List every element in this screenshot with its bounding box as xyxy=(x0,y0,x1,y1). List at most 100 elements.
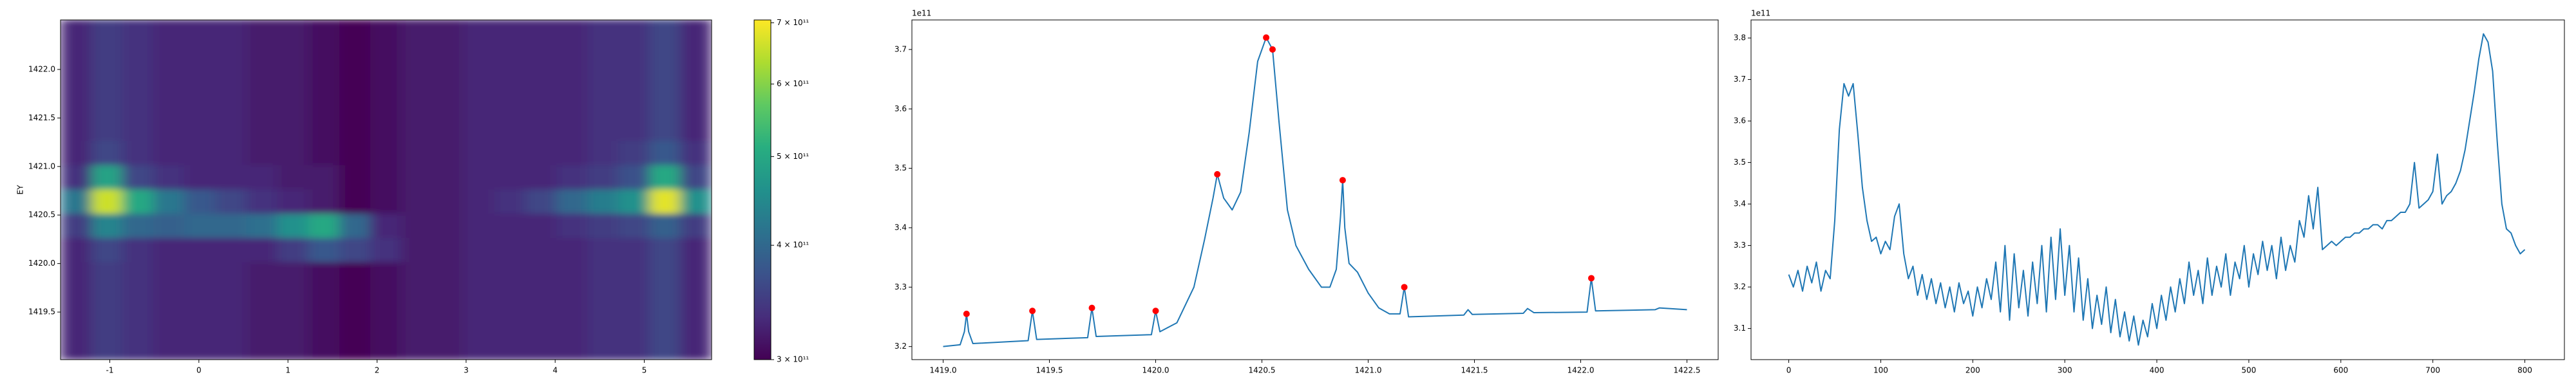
heatmap-cell xyxy=(618,141,650,166)
heatmap-cell xyxy=(432,141,464,166)
heatmap-cell xyxy=(153,68,185,93)
y-tick-label: 1422.0 xyxy=(28,64,55,73)
heatmap-cell xyxy=(61,335,92,360)
heatmap-cell xyxy=(370,335,402,360)
heatmap-cell xyxy=(463,237,495,263)
heatmap-cell xyxy=(122,286,154,312)
heatmap-cell xyxy=(556,335,588,360)
heatmap-cell xyxy=(463,335,495,360)
heatmap-cell xyxy=(525,214,557,239)
heatmap-cell xyxy=(246,20,278,45)
heatmap-cell xyxy=(525,189,557,215)
heatmap-cell xyxy=(91,237,123,263)
heatmap-cell xyxy=(432,92,464,118)
heatmap-cell xyxy=(680,189,712,215)
heatmap-cell xyxy=(370,189,402,215)
heatmap-cell xyxy=(556,68,588,93)
heatmap-cell xyxy=(587,335,620,360)
heatmap-cell xyxy=(91,286,123,312)
x-tick-label: 800 xyxy=(2517,366,2532,375)
heatmap-cell xyxy=(556,262,588,288)
heatmap-cell xyxy=(184,214,216,239)
heatmap-cell xyxy=(494,335,526,360)
heatmap-cell xyxy=(401,44,433,69)
heatmap-cell xyxy=(525,335,557,360)
heatmap-cell xyxy=(277,116,309,142)
heatmap-cell xyxy=(277,44,309,69)
heatmap-cell xyxy=(494,165,526,190)
heatmap-cell xyxy=(339,335,371,360)
heatmap-cell xyxy=(122,92,154,118)
heatmap-cell xyxy=(432,116,464,142)
heatmap-cell xyxy=(308,237,340,263)
x-tick-label: 1420.0 xyxy=(1142,366,1170,375)
heatmap-cell xyxy=(494,286,526,312)
heatmap-cell xyxy=(432,286,464,312)
y-tick-label: 3.6 xyxy=(895,104,907,113)
heatmap-cell xyxy=(494,141,526,166)
heatmap-cell xyxy=(153,141,185,166)
y-tick-label: 3.2 xyxy=(1734,282,1746,291)
heatmap-cell xyxy=(184,20,216,45)
heatmap-cell xyxy=(401,214,433,239)
heatmap-cell xyxy=(680,141,712,166)
colorbar-tick-label: 5 × 10¹¹ xyxy=(777,152,809,161)
heatmap-cell xyxy=(587,214,620,239)
heatmap-cell xyxy=(463,165,495,190)
heatmap-cell xyxy=(556,116,588,142)
heatmap-cell xyxy=(277,165,309,190)
heatmap-cell xyxy=(432,165,464,190)
heatmap-cell xyxy=(649,141,681,166)
heatmap-cell xyxy=(463,189,495,215)
heatmap-cell xyxy=(494,262,526,288)
heatmap-cell xyxy=(680,68,712,93)
heatmap-cell xyxy=(432,237,464,263)
heatmap-cell xyxy=(680,92,712,118)
heatmap-cell xyxy=(153,214,185,239)
heatmap-cell xyxy=(215,237,247,263)
heatmap-cell xyxy=(91,92,123,118)
heatmap-cell xyxy=(184,286,216,312)
heatmap-cell xyxy=(432,335,464,360)
heatmap-cell xyxy=(649,237,681,263)
x-tick-label: 1421.5 xyxy=(1461,366,1488,375)
heatmap-cell xyxy=(91,141,123,166)
heatmap-cell xyxy=(61,92,92,118)
heatmap-cell xyxy=(153,286,185,312)
heatmap-cell xyxy=(122,141,154,166)
peak-marker xyxy=(1152,308,1159,315)
heatmap-cell xyxy=(184,189,216,215)
heatmap-cell xyxy=(246,165,278,190)
axis-offset-label: 1e11 xyxy=(912,9,931,18)
heatmap-cell xyxy=(525,92,557,118)
heatmap-cell xyxy=(91,165,123,190)
heatmap-cell xyxy=(432,44,464,69)
heatmap-cell xyxy=(61,20,92,45)
heatmap-cell xyxy=(370,311,402,336)
heatmap-cell xyxy=(184,44,216,69)
heatmap-cell xyxy=(432,68,464,93)
heatmap-cell xyxy=(618,286,650,312)
heatmap-cell xyxy=(525,311,557,336)
heatmap-cell xyxy=(649,20,681,45)
heatmap-cell xyxy=(680,262,712,288)
heatmap-cell xyxy=(308,141,340,166)
y-tick-label: 3.7 xyxy=(1734,75,1746,84)
heatmap-cell xyxy=(122,189,154,215)
x-tick-label: 400 xyxy=(2150,366,2164,375)
heatmap-cell xyxy=(370,116,402,142)
heatmap-cell xyxy=(215,189,247,215)
heatmap-cell xyxy=(401,262,433,288)
heatmap-cell xyxy=(401,335,433,360)
y-tick-label: 3.8 xyxy=(1734,33,1746,42)
heatmap-cell xyxy=(401,68,433,93)
peak-marker xyxy=(1269,46,1276,53)
heatmap-cell xyxy=(680,311,712,336)
heatmap-cell xyxy=(401,237,433,263)
heatmap-cell xyxy=(370,214,402,239)
y-tick-label: 3.6 xyxy=(1734,116,1746,125)
heatmap-cell xyxy=(649,44,681,69)
heatmap-cell xyxy=(153,20,185,45)
heatmap-cell xyxy=(339,311,371,336)
heatmap-cell xyxy=(122,237,154,263)
